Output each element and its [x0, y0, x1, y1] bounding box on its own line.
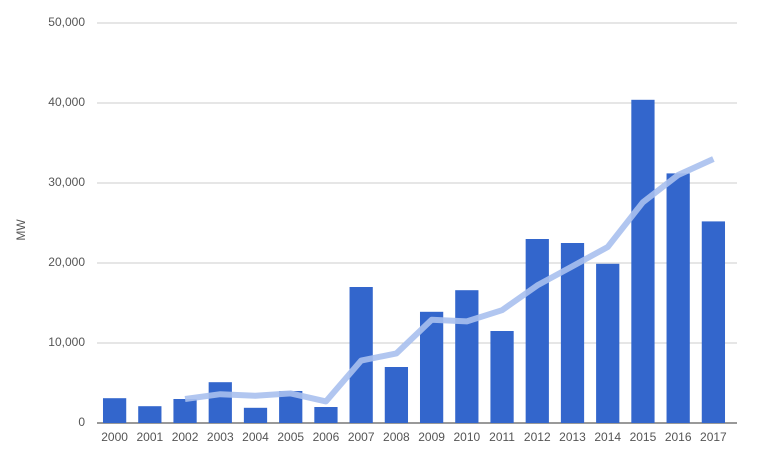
bar	[243, 407, 268, 423]
y-tick-label: 30,000	[48, 175, 85, 189]
x-tick-label: 2015	[630, 430, 657, 444]
bar	[666, 173, 690, 423]
bar	[208, 382, 232, 423]
bar	[419, 311, 444, 423]
x-tick-label: 2003	[207, 430, 234, 444]
bar	[490, 331, 514, 423]
bar	[701, 221, 726, 423]
x-tick-label: 2000	[101, 430, 128, 444]
y-tick-label: 10,000	[48, 335, 85, 349]
bar	[314, 407, 338, 423]
bar	[173, 399, 197, 423]
bar	[384, 367, 409, 423]
x-tick-label: 2007	[348, 430, 375, 444]
bar	[349, 287, 373, 423]
x-tick-label: 2014	[594, 430, 621, 444]
x-tick-label: 2010	[453, 430, 480, 444]
x-tick-label: 2012	[524, 430, 551, 444]
bar	[560, 243, 585, 423]
x-tick-label: 2002	[172, 430, 199, 444]
bar	[102, 398, 127, 423]
x-tick-label: 2005	[277, 430, 304, 444]
x-tick-label: 2009	[418, 430, 445, 444]
x-tick-label: 2016	[665, 430, 692, 444]
x-tick-label: 2004	[242, 430, 269, 444]
bar	[596, 263, 620, 423]
y-tick-label: 0	[78, 415, 85, 429]
x-tick-label: 2006	[313, 430, 340, 444]
bar	[138, 406, 162, 423]
y-tick-label: 40,000	[48, 95, 85, 109]
y-axis-label: MW	[14, 219, 28, 241]
y-tick-label: 50,000	[48, 15, 85, 29]
bar	[631, 99, 655, 424]
y-tick-label: 20,000	[48, 255, 85, 269]
x-tick-label: 2017	[700, 430, 727, 444]
x-tick-label: 2011	[489, 430, 515, 444]
x-tick-label: 2008	[383, 430, 410, 444]
x-tick-label: 2013	[559, 430, 586, 444]
trend-line	[184, 156, 715, 405]
bar	[525, 239, 549, 423]
bar	[455, 290, 479, 423]
bar	[279, 391, 303, 423]
x-tick-label: 2001	[136, 430, 163, 444]
